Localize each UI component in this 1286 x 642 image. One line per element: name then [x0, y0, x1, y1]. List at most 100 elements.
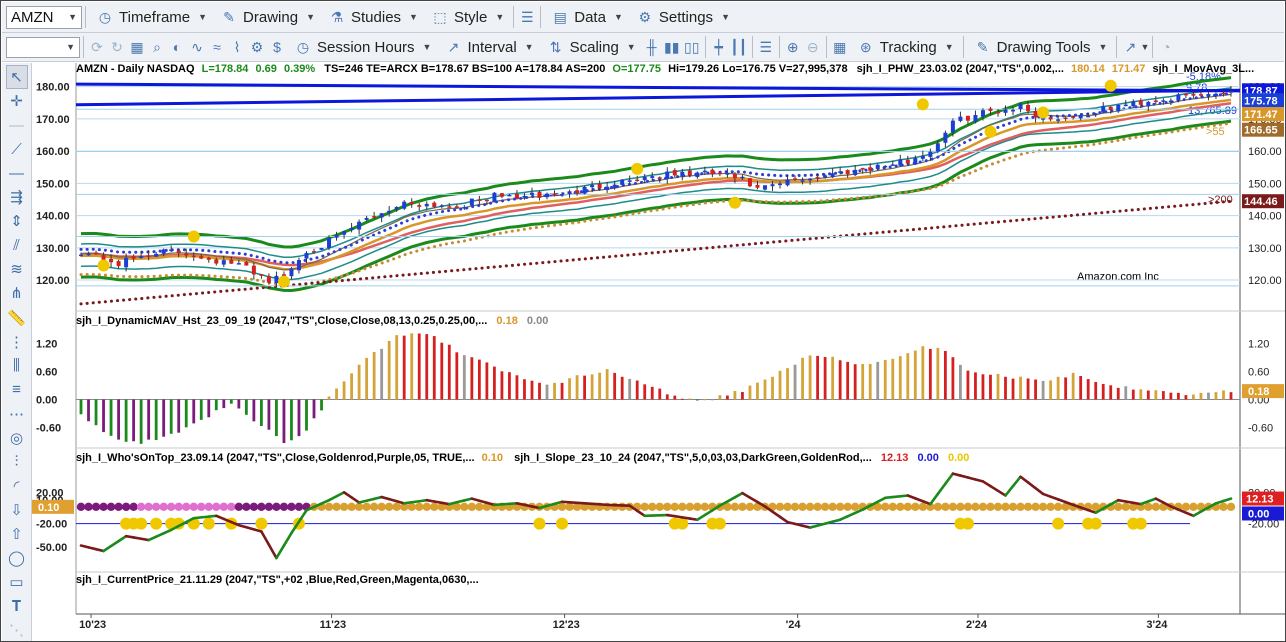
columns-tool-icon[interactable]: ⫼: [13, 357, 20, 375]
candle-up: [154, 253, 159, 257]
refresh-all-icon[interactable]: ↻: [111, 38, 123, 55]
palette-icon[interactable]: ◐: [172, 39, 182, 55]
slope-line-segment: [1207, 502, 1218, 509]
trendline-tool-icon[interactable]: ⟋: [11, 140, 22, 158]
bar-chart-icon[interactable]: ╫: [646, 39, 657, 55]
who-on-top-dot: [775, 502, 785, 512]
grid-icon[interactable]: ▦: [130, 38, 144, 55]
pitchfork-tool-icon[interactable]: ⋔: [10, 285, 23, 303]
who-on-top-dot: [1189, 502, 1198, 512]
who-on-top-dot: [835, 502, 845, 512]
speed-lines-icon[interactable]: ◎: [9, 429, 24, 447]
chevron-down-icon: ▼: [1098, 42, 1108, 52]
x-tick-label: 3'24: [1146, 619, 1168, 631]
histogram-bar: [477, 359, 481, 400]
who-on-top-dot: [948, 502, 958, 512]
chevron-down-icon[interactable]: ▼: [1140, 42, 1150, 52]
zoom-out-icon[interactable]: ⊖: [806, 38, 819, 55]
ellipse-tool-icon[interactable]: ◯: [8, 549, 25, 567]
slope-line-segment: [169, 524, 181, 532]
settings-menu[interactable]: ⚙ Settings ▼: [629, 2, 736, 32]
zoom-in-icon[interactable]: ⊕: [786, 38, 799, 55]
candle-up: [762, 185, 767, 190]
crosshair-tool-icon[interactable]: ✛: [10, 93, 23, 111]
histogram-bar: [1192, 394, 1195, 400]
tracking-menu[interactable]: ⊛ Tracking ▼: [850, 33, 960, 61]
trend-icon[interactable]: ↗: [1124, 38, 1137, 55]
fan-tool-icon[interactable]: ⫶: [14, 453, 19, 471]
histogram-bar: [801, 357, 804, 400]
chevron-down-icon: ▼: [495, 12, 505, 22]
hollow-candle-icon[interactable]: ▯▯: [684, 38, 700, 55]
pointer-tool-icon[interactable]: ↖: [5, 65, 28, 90]
more-tools-icon[interactable]: ⋱: [9, 622, 24, 640]
scaling-menu[interactable]: ⇅ Scaling ▼: [540, 33, 642, 61]
slope-line-segment: [1071, 503, 1082, 509]
fib-extension-icon[interactable]: ≡: [12, 381, 21, 399]
price-tag-label: 175.78: [1244, 95, 1278, 107]
chart-icon[interactable]: ⌇: [233, 38, 241, 55]
wave-icon[interactable]: ∿: [191, 38, 203, 55]
who-on-top-dot: [1008, 502, 1018, 512]
zoom-search-icon[interactable]: ⌕: [153, 38, 161, 55]
histogram-bar: [259, 399, 263, 427]
style-menu[interactable]: ⬚ Style ▼: [424, 2, 510, 32]
drawing-tools-menu[interactable]: ✎ Drawing Tools ▼: [967, 33, 1114, 61]
candlestick-icon[interactable]: ▮▮: [664, 38, 680, 55]
timeframe-menu[interactable]: ◷ Timeframe ▼: [89, 2, 213, 32]
arrow-down-tool-icon[interactable]: ⇩: [10, 501, 23, 519]
grid-toggle-icon[interactable]: ▦: [833, 38, 847, 55]
histogram-bar: [500, 371, 504, 400]
parallel-lines-tool-icon[interactable]: ⫽: [13, 236, 20, 254]
tools-icon[interactable]: ⚙: [250, 38, 264, 55]
chevron-down-icon: ▼: [626, 42, 636, 52]
ruler-tool-icon[interactable]: 📏: [7, 309, 26, 327]
candle-up: [379, 213, 384, 218]
slope-line-segment: [214, 514, 226, 521]
fib-tool-icon[interactable]: ⋮: [9, 333, 24, 351]
ohlc-icon[interactable]: ┿: [714, 38, 723, 55]
rectangle-tool-icon[interactable]: ▭: [9, 574, 24, 592]
histogram-bar: [906, 353, 910, 400]
who-on-top-dot: [151, 502, 161, 512]
candle-down: [1221, 92, 1226, 95]
candle-down: [1048, 117, 1053, 120]
histogram-bar: [1176, 392, 1180, 400]
chart-area[interactable]: AMZN - Daily NASDAQ L=178.84 0.69 0.39% …: [32, 63, 1286, 642]
toolbar-divider: [778, 36, 780, 58]
gann-tool-icon[interactable]: ⋯: [9, 405, 24, 423]
refresh-icon[interactable]: ⟳: [91, 38, 103, 55]
histogram-bar: [628, 378, 632, 400]
candle-up: [620, 179, 625, 185]
layout-icon[interactable]: ☰: [520, 8, 534, 25]
channel-tool-icon[interactable]: ⇶: [10, 189, 23, 207]
who-on-top-dot: [249, 502, 259, 512]
arc-tool-icon[interactable]: ◜: [13, 477, 20, 495]
histogram-bar: [710, 399, 714, 401]
histogram-bar: [365, 357, 369, 400]
speed-icon[interactable]: ◔: [1162, 39, 1171, 55]
symbol-history-dropdown[interactable]: ▼: [6, 36, 80, 58]
horizontal-line-tool-icon[interactable]: ―: [9, 164, 24, 182]
toolbar-divider: [1116, 36, 1118, 58]
hv-line-tool-icon[interactable]: ⇕: [10, 213, 23, 231]
symbol-input[interactable]: AMZN ▼: [6, 5, 82, 29]
columns-icon[interactable]: ┃┃: [730, 38, 748, 55]
candle-up: [545, 193, 550, 198]
data-menu[interactable]: ▤ Data ▼: [544, 2, 629, 32]
drawing-menu[interactable]: ✎ Drawing ▼: [213, 2, 321, 32]
indicator-icon[interactable]: ≈: [213, 39, 221, 55]
studies-menu[interactable]: ⚗ Studies ▼: [321, 2, 424, 32]
candle-up: [424, 203, 429, 207]
histogram-bar: [1064, 377, 1068, 400]
dollar-icon[interactable]: $: [273, 39, 281, 55]
layout-icon[interactable]: ☰: [759, 38, 772, 55]
session-hours-menu[interactable]: ◷ Session Hours ▼: [287, 33, 437, 61]
interval-menu[interactable]: ↗ Interval ▼: [437, 33, 539, 61]
candle-up: [236, 263, 241, 265]
arrow-up-tool-icon[interactable]: ⇧: [10, 525, 23, 543]
text-tool-icon[interactable]: 𝐓: [11, 597, 22, 615]
regression-tool-icon[interactable]: ≋: [10, 261, 23, 279]
histogram-bar: [1011, 378, 1015, 400]
price-tick-right: 160.00: [1248, 146, 1282, 158]
